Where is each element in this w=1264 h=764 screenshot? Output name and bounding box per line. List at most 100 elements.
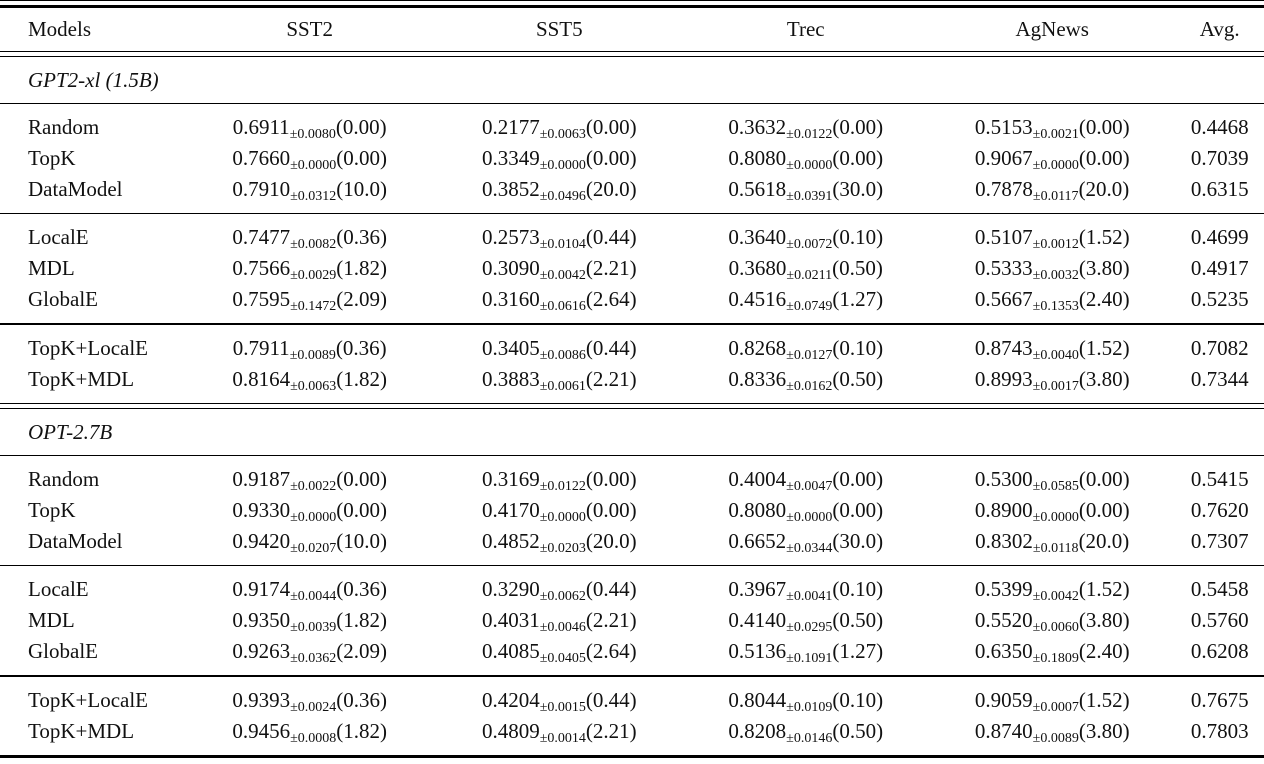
row-group: TopK+LocalE 0.9393±0.0024(0.36) 0.4204±0.0…: [0, 677, 1264, 755]
score-value: 0.5618: [728, 177, 787, 202]
model-name: TopK: [28, 146, 76, 171]
score-cell: 0.9067±0.0000(0.00): [929, 143, 1175, 181]
score-value: 0.5333: [974, 256, 1033, 281]
score-cell: 0.7878±0.0117(20.0): [929, 174, 1175, 212]
score-std: ±0.0014: [539, 730, 586, 746]
score-std: ±0.0063: [539, 127, 586, 143]
score-value: 0.8044: [728, 687, 787, 712]
score-cell: 0.9263±0.0362(2.09): [183, 636, 436, 674]
score-delta: (0.00): [585, 498, 637, 523]
score-std: ±0.0344: [786, 541, 833, 557]
results-table-body: Models SST2 SST5 Trec AgNews Avg. GPT2-xl (1.5…: [0, 8, 1264, 758]
model-name: TopK+LocalE: [28, 335, 149, 360]
score-cell: 0.3349±0.0000(0.00): [436, 143, 682, 181]
score-cell: 0.8302±0.0118(20.0): [929, 526, 1175, 564]
score-value: 0.9174: [232, 577, 291, 602]
score-cell: 0.3160±0.0616(2.64): [436, 284, 682, 322]
score-delta: (20.0): [585, 177, 637, 202]
score-value: 0.3405: [481, 335, 540, 360]
score-std: ±0.0496: [539, 189, 586, 205]
score-cell: 0.9187±0.0022(0.00): [183, 464, 436, 502]
score-delta: (0.00): [832, 498, 884, 523]
score-cell: 0.5520±0.0060(3.80): [929, 605, 1175, 643]
average-value: 0.4917: [1190, 256, 1249, 281]
score-std: ±0.0040: [1032, 347, 1079, 363]
score-cell: 0.3169±0.0122(0.00): [436, 464, 682, 502]
score-value: 0.8080: [728, 146, 787, 171]
score-std: ±0.0015: [539, 699, 586, 715]
score-value: 0.3169: [481, 467, 540, 492]
score-std: ±0.0072: [786, 237, 833, 253]
score-delta: (3.80): [1078, 608, 1130, 633]
score-std: ±0.0203: [539, 541, 586, 557]
score-cell: 0.6652±0.0344(30.0): [683, 526, 929, 564]
table-row: MDL 0.7566±0.0029(1.82) 0.3090±0.0042(2.21…: [0, 253, 1264, 284]
score-delta: (0.00): [832, 146, 884, 171]
score-delta: (2.09): [336, 639, 387, 664]
score-std: ±0.0042: [1032, 589, 1079, 605]
score-cell: 0.6350±0.1809(2.40): [929, 636, 1175, 674]
score-delta: (0.00): [1078, 115, 1130, 140]
score-cell: 0.3640±0.0072(0.10): [683, 222, 929, 260]
score-delta: (0.10): [832, 335, 884, 360]
model-name: LocalE: [28, 225, 89, 250]
average-value: 0.5760: [1190, 608, 1249, 633]
score-cell: 0.8208±0.0146(0.50): [683, 716, 929, 754]
score-std: ±0.0024: [290, 699, 337, 715]
score-cell: 0.5399±0.0042(1.52): [929, 574, 1175, 612]
score-cell: 0.5300±0.0585(0.00): [929, 464, 1175, 502]
score-value: 0.7477: [232, 225, 291, 250]
score-value: 0.5667: [974, 287, 1033, 312]
section-header-row: OPT-2.7B: [0, 409, 1264, 455]
score-std: ±0.1091: [786, 651, 833, 667]
score-value: 0.4170: [481, 498, 540, 523]
score-std: ±0.0089: [1032, 730, 1079, 746]
row-group: TopK+LocalE 0.7911±0.0089(0.36) 0.3405±0.0…: [0, 325, 1264, 403]
model-name: TopK+MDL: [28, 366, 135, 391]
row-group: LocalE 0.7477±0.0082(0.36) 0.2573±0.0104(0…: [0, 214, 1264, 323]
score-std: ±0.0089: [289, 347, 336, 363]
score-value: 0.8336: [728, 366, 787, 391]
score-value: 0.2573: [481, 225, 540, 250]
score-std: ±0.0109: [786, 699, 833, 715]
score-cell: 0.8080±0.0000(0.00): [683, 495, 929, 533]
score-cell: 0.4204±0.0015(0.44): [436, 685, 682, 723]
score-value: 0.4204: [481, 687, 540, 712]
score-delta: (0.00): [585, 467, 637, 492]
score-value: 0.9393: [232, 687, 291, 712]
score-delta: (1.27): [832, 639, 884, 664]
score-value: 0.6652: [728, 529, 787, 554]
score-delta: (0.00): [336, 467, 387, 492]
score-delta: (20.0): [1078, 529, 1130, 554]
score-cell: 0.9059±0.0007(1.52): [929, 685, 1175, 723]
score-std: ±0.0080: [289, 127, 336, 143]
score-std: ±0.0062: [539, 589, 586, 605]
score-std: ±0.0117: [1032, 189, 1079, 205]
score-delta: (0.50): [832, 608, 884, 633]
table-header-row: Models SST2 SST5 Trec AgNews Avg.: [0, 8, 1264, 51]
score-value: 0.7911: [232, 335, 290, 360]
score-delta: (0.00): [585, 146, 637, 171]
score-std: ±0.0042: [539, 268, 586, 284]
model-name: TopK: [28, 498, 76, 523]
table-row: TopK 0.9330±0.0000(0.00) 0.4170±0.0000(0.0…: [0, 495, 1264, 526]
score-std: ±0.0616: [539, 299, 586, 315]
model-name: Random: [28, 115, 100, 140]
score-std: ±0.1353: [1032, 299, 1079, 315]
top-rule-inner: [0, 5, 1264, 8]
score-cell: 0.3852±0.0496(20.0): [436, 174, 682, 212]
score-delta: (0.00): [832, 115, 884, 140]
table-row: Random 0.6911±0.0080(0.00) 0.2177±0.0063(0…: [0, 112, 1264, 143]
group-divider-rule: [0, 565, 1264, 567]
table-row: TopK+LocalE 0.9393±0.0024(0.36) 0.4204±0.0…: [0, 685, 1264, 716]
score-std: ±0.0127: [786, 347, 833, 363]
score-value: 0.3290: [481, 577, 540, 602]
score-std: ±0.0312: [290, 189, 337, 205]
score-value: 0.9456: [232, 718, 291, 743]
score-std: ±0.0585: [1032, 479, 1079, 495]
score-std: ±0.0046: [539, 620, 586, 636]
score-value: 0.3632: [728, 115, 787, 140]
score-std: ±0.0007: [1032, 699, 1079, 715]
score-delta: (1.52): [1078, 335, 1130, 360]
score-delta: (0.00): [585, 115, 637, 140]
